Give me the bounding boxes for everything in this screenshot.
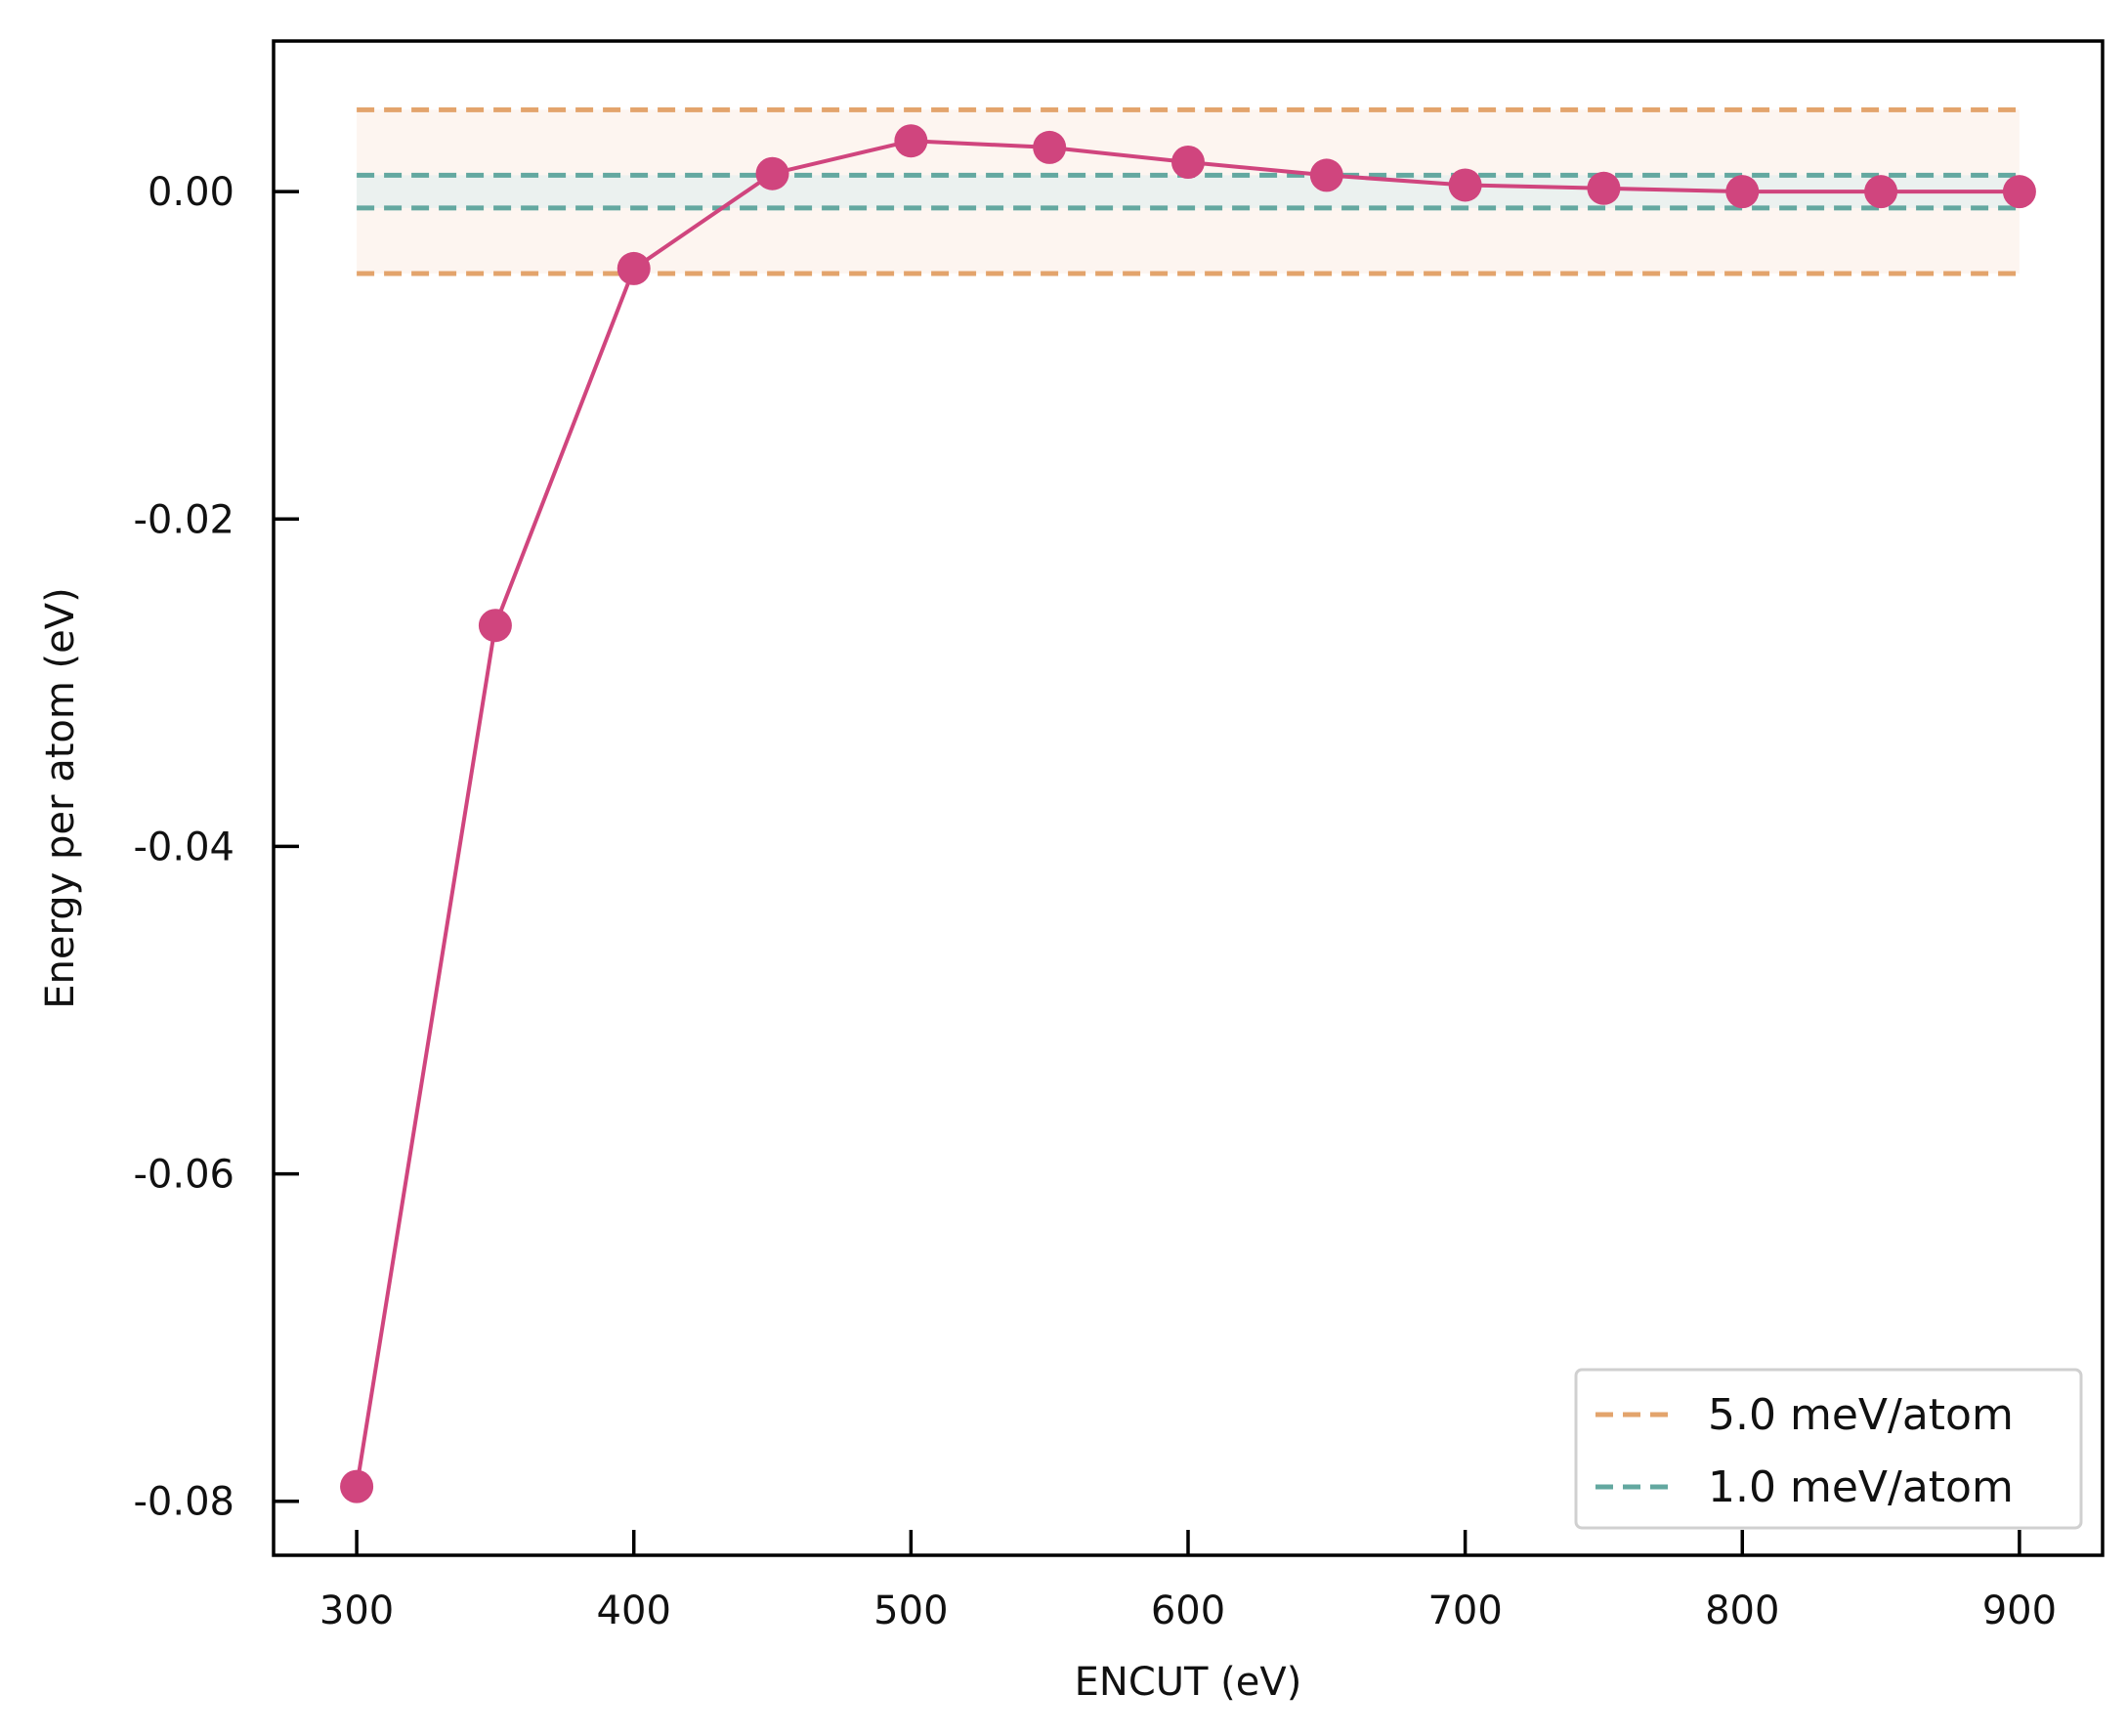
x-axis-title: ENCUT (eV) (1075, 1660, 1302, 1705)
data-point-900 (2002, 175, 2036, 209)
x-tick-label-800: 800 (1705, 1588, 1779, 1633)
x-tick-label-700: 700 (1427, 1588, 1502, 1633)
data-point-600 (1171, 146, 1205, 179)
series-layer (340, 124, 2036, 1503)
y-tick-label-0: 0.00 (148, 170, 234, 215)
data-point-800 (1725, 175, 1760, 209)
data-point-400 (617, 251, 651, 285)
legend-label-1: 1.0 meV/atom (1708, 1462, 2014, 1512)
y-axis: 0.00 -0.02 -0.04 -0.06 -0.08 (134, 170, 299, 1525)
legend: 5.0 meV/atom 1.0 meV/atom (1574, 1368, 2083, 1530)
x-axis: 300 400 500 600 700 800 900 (319, 1530, 2057, 1633)
data-point-550 (1033, 130, 1067, 164)
y-tick-label-2: -0.04 (134, 825, 235, 869)
data-point-850 (1864, 175, 1898, 209)
y-tick-label-4: -0.08 (134, 1480, 235, 1525)
legend-label-0: 5.0 meV/atom (1708, 1390, 2014, 1440)
x-tick-label-300: 300 (319, 1588, 394, 1633)
x-tick-label-500: 500 (873, 1588, 948, 1633)
data-point-300 (340, 1469, 374, 1503)
data-point-650 (1309, 158, 1343, 192)
x-tick-label-600: 600 (1151, 1588, 1225, 1633)
x-tick-label-400: 400 (597, 1588, 671, 1633)
data-point-750 (1587, 171, 1621, 205)
data-point-500 (894, 124, 928, 158)
y-tick-label-3: -0.06 (134, 1153, 235, 1198)
data-point-700 (1448, 168, 1482, 202)
y-axis-title: Energy per atom (eV) (38, 587, 83, 1008)
y-tick-label-1: -0.02 (134, 497, 235, 542)
legend-box (1574, 1368, 2083, 1530)
x-tick-label-900: 900 (1982, 1588, 2057, 1633)
data-point-450 (755, 156, 789, 191)
data-point-350 (478, 609, 512, 643)
